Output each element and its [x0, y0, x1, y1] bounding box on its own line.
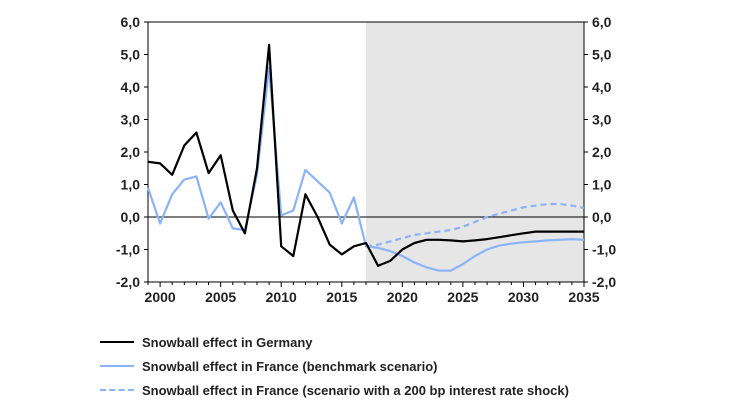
x-tick-label: 2030	[508, 289, 539, 305]
legend-swatch-france-benchmark	[100, 365, 134, 367]
y-tick-label-left: -2,0	[116, 274, 140, 290]
x-tick-label: 2025	[447, 289, 478, 305]
y-tick-label-right: 1,0	[592, 177, 612, 193]
y-tick-label-right: 0,0	[592, 209, 612, 225]
x-tick-label: 2015	[326, 289, 357, 305]
legend-label-france-shock: Snowball effect in France (scenario with…	[142, 382, 569, 398]
y-tick-label-left: 4,0	[121, 79, 141, 95]
x-tick-label: 2035	[568, 289, 599, 305]
legend-label-germany: Snowball effect in Germany	[142, 334, 313, 350]
legend-swatch-france-shock	[100, 389, 134, 391]
y-tick-label-right: -1,0	[592, 242, 616, 258]
x-tick-label: 2000	[145, 289, 176, 305]
y-tick-label-left: 1,0	[121, 177, 141, 193]
y-tick-label-left: 6,0	[121, 14, 141, 30]
x-tick-label: 2010	[266, 289, 297, 305]
y-tick-label-right: 4,0	[592, 79, 612, 95]
x-tick-label: 2005	[205, 289, 236, 305]
legend-swatch-germany	[100, 341, 134, 343]
y-tick-label-right: -2,0	[592, 274, 616, 290]
legend: Snowball effect in Germany Snowball effe…	[100, 330, 569, 402]
x-tick-label: 2020	[387, 289, 418, 305]
y-tick-label-right: 2,0	[592, 144, 612, 160]
forecast-shaded-region	[366, 22, 584, 282]
series-line-2	[365, 202, 585, 248]
chart: 6,0 5,0 4,0 3,0 2,0 1,0 0,0 -1,0 -2,0 6,0 5,0 4,0 3…	[116, 14, 616, 305]
legend-item-france-shock: Snowball effect in France (scenario with…	[100, 378, 569, 402]
y-tick-label-left: 0,0	[121, 209, 141, 225]
legend-item-germany: Snowball effect in Germany	[100, 330, 569, 354]
y-tick-label-left: 3,0	[121, 112, 141, 128]
y-tick-label-right: 5,0	[592, 47, 612, 63]
legend-item-france-benchmark: Snowball effect in France (benchmark sce…	[100, 354, 569, 378]
y-tick-label-right: 6,0	[592, 14, 612, 30]
legend-label-france-benchmark: Snowball effect in France (benchmark sce…	[142, 358, 438, 374]
y-tick-label-right: 3,0	[592, 112, 612, 128]
y-tick-label-left: 5,0	[121, 47, 141, 63]
series-line-0	[147, 43, 584, 267]
y-tick-label-left: -1,0	[116, 242, 140, 258]
y-tick-label-left: 2,0	[121, 144, 141, 160]
